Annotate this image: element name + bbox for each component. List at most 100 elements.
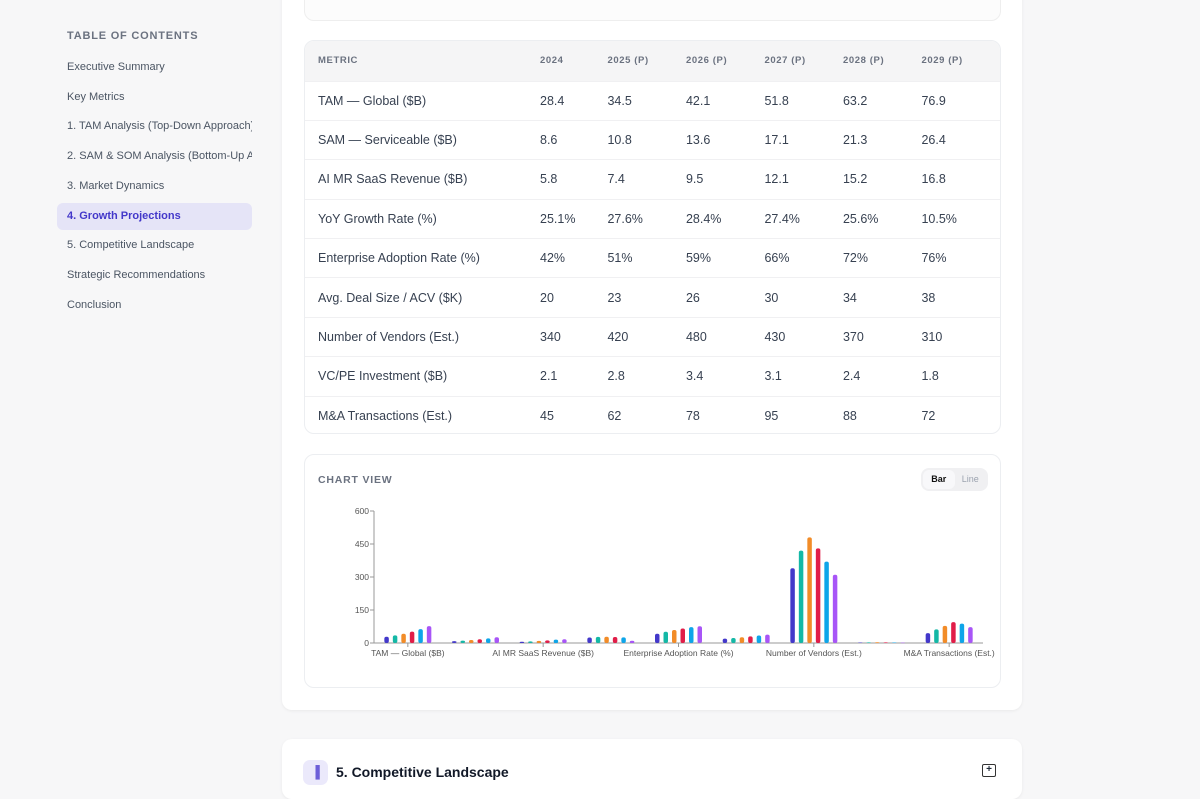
toc-item[interactable]: Key Metrics <box>67 90 125 103</box>
previous-box <box>304 0 1001 21</box>
cell-value: 8.6 <box>540 119 608 160</box>
cell-value: 25.6% <box>842 198 922 239</box>
section-title: 5. Competitive Landscape <box>336 764 509 780</box>
toc-item[interactable]: 2. SAM & SOM Analysis (Bottom-Up Approac… <box>67 150 252 163</box>
chart-title: CHART VIEW <box>318 474 393 486</box>
bar-2028-p- <box>486 638 491 643</box>
competitive-landscape-section[interactable]: ▐ 5. Competitive Landscape + <box>282 739 1022 799</box>
cell-value: 42.1 <box>685 80 765 121</box>
metric-name: M&A Transactions (Est.) <box>305 395 540 433</box>
bar-2024 <box>587 637 592 643</box>
cell-value: 51% <box>607 238 686 278</box>
bar-2027-p- <box>409 631 415 643</box>
bar-2026-p- <box>536 640 542 643</box>
sidebar: TABLE OF CONTENTS Executive Summary Key M… <box>0 0 260 782</box>
table-row: VC/PE Investment ($B) 2.1 2.8 3.4 3.1 2.4 1.8 <box>305 356 1000 397</box>
bar-2028-p- <box>756 635 762 643</box>
x-tick-label: AI MR SaaS Revenue ($B) <box>492 648 594 658</box>
chart-view: CHART VIEW Bar Line 0 150 300 450 600 TAM — G… <box>304 454 1001 688</box>
comment-icon[interactable]: + <box>982 764 996 777</box>
bar-2029-p- <box>765 634 770 643</box>
cell-value: 59% <box>685 238 765 278</box>
chart-type-toggle: Bar Line <box>921 468 988 491</box>
cell-value: 28.4 <box>540 80 608 121</box>
bar-2025-p- <box>731 637 736 643</box>
cell-value: 78 <box>685 395 765 433</box>
bar-2027-p- <box>477 639 482 643</box>
cell-value: 310 <box>921 316 1000 357</box>
cell-value: 88 <box>842 395 922 433</box>
toc-item[interactable]: 5. Competitive Landscape <box>67 239 195 252</box>
cell-value: 72% <box>842 238 922 278</box>
cell-value: 10.5% <box>921 198 1000 239</box>
cell-value: 3.4 <box>685 356 765 397</box>
cell-value: 7.4 <box>607 159 686 200</box>
column-header: 2028 (P) <box>842 41 922 81</box>
toc-item[interactable]: 1. TAM Analysis (Top-Down Approach) <box>67 120 252 133</box>
y-tick-label: 150 <box>355 605 369 615</box>
column-header: 2027 (P) <box>764 41 843 81</box>
cell-value: 17.1 <box>764 119 843 160</box>
bar-2028-p- <box>418 629 423 643</box>
toggle-line[interactable]: Line <box>961 474 979 484</box>
toc-item[interactable]: Conclusion <box>67 298 122 311</box>
bar-2025-p- <box>866 642 871 643</box>
metric-name: VC/PE Investment ($B) <box>305 356 540 397</box>
bar-2029-p- <box>900 642 905 644</box>
bar-2024 <box>384 636 389 643</box>
bar-2025-p- <box>934 629 939 643</box>
cell-value: 28.4% <box>685 198 765 239</box>
column-header: 2024 <box>540 41 608 81</box>
cell-value: 12.1 <box>764 159 843 200</box>
bar-2024 <box>655 633 660 643</box>
bar-2024 <box>858 642 863 644</box>
cell-value: 9.5 <box>685 159 765 200</box>
table-row: TAM — Global ($B) 28.4 34.5 42.1 51.8 63.2 76.… <box>305 80 1000 121</box>
bar-chart: 0 150 300 450 600 TAM — Global ($B) AI MR SaaS… <box>355 506 995 658</box>
table-row: YoY Growth Rate (%) 25.1% 27.6% 28.4% 27.4% 2… <box>305 198 1000 239</box>
cell-value: 3.1 <box>764 356 843 397</box>
cell-value: 66% <box>764 238 843 278</box>
cell-value: 42% <box>540 238 608 278</box>
cell-value: 480 <box>685 316 765 357</box>
bar-2027-p- <box>612 636 618 643</box>
bar-2029-p- <box>832 574 838 643</box>
bar-2029-p- <box>697 626 702 643</box>
column-header: 2026 (P) <box>685 41 765 81</box>
bar-2025-p- <box>798 550 804 643</box>
cell-value: 34 <box>842 277 922 318</box>
bar-2025-p- <box>528 641 533 643</box>
y-tick-label: 450 <box>355 539 369 549</box>
metric-name: Number of Vendors (Est.) <box>305 316 540 357</box>
toc-title: TABLE OF CONTENTS <box>67 30 199 42</box>
cell-value: 63.2 <box>842 80 922 121</box>
metric-name: YoY Growth Rate (%) <box>305 198 540 239</box>
metric-name: TAM — Global ($B) <box>305 80 540 121</box>
toc-item[interactable]: Strategic Recommendations <box>67 268 206 281</box>
column-header: 2029 (P) <box>921 41 1000 81</box>
bar-2026-p- <box>469 640 474 643</box>
cell-value: 62 <box>607 395 686 433</box>
cell-value: 1.8 <box>921 356 1000 397</box>
cell-value: 27.4% <box>764 198 843 239</box>
bar-2028-p- <box>621 637 626 643</box>
cell-value: 15.2 <box>842 159 922 200</box>
cell-value: 45 <box>540 395 608 433</box>
table-row: Avg. Deal Size / ACV ($K) 20 23 26 30 34 38 <box>305 277 1000 318</box>
metrics-table: METRIC 2024 2025 (P) 2026 (P) 2027 (P) 2028 (… <box>304 40 1001 434</box>
x-tick-label: Enterprise Adoption Rate (%) <box>623 648 733 658</box>
toc-item[interactable]: 3. Market Dynamics <box>67 179 165 192</box>
cell-value: 20 <box>540 277 608 318</box>
toggle-bar[interactable]: Bar <box>923 470 955 489</box>
metric-name: AI MR SaaS Revenue ($B) <box>305 159 540 200</box>
cell-value: 13.6 <box>685 119 765 160</box>
column-header: METRIC <box>305 41 540 81</box>
toc-item[interactable]: 4. Growth Projections <box>57 202 252 230</box>
cell-value: 430 <box>764 316 843 357</box>
bar-2024 <box>790 568 795 643</box>
bar-2026-p- <box>672 630 677 643</box>
bar-2025-p- <box>392 635 398 643</box>
toc-item[interactable]: Executive Summary <box>67 61 165 73</box>
cell-value: 27.6% <box>607 198 686 239</box>
y-tick-label: 600 <box>355 506 369 516</box>
